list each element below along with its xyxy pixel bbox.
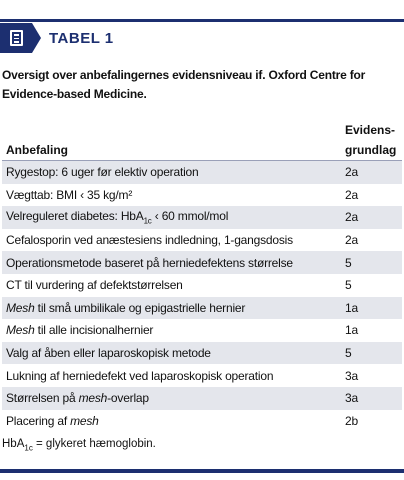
table-row: Valg af åben eller laparoskopisk metode 5 xyxy=(2,341,402,365)
table-row: Placering af mesh 2b xyxy=(2,410,402,433)
table-body: Rygestop: 6 uger før elektiv operation 2a… xyxy=(2,161,402,432)
table-row: Størrelsen på mesh-overlap 3a xyxy=(2,386,402,410)
table-row: Mesh til alle incisionalhernier 1a xyxy=(2,319,402,342)
cell-text-post: til små umbilikale og epigastrielle hern… xyxy=(34,300,246,315)
column-header-evidence-line1: Evidens- xyxy=(345,123,396,137)
cell-text-pre: Lukning af herniedefekt ved laparoskopis… xyxy=(6,368,274,383)
table-caption: Oversigt over anbefalingernes evidensniv… xyxy=(2,68,366,101)
evidence-cell: 2a xyxy=(345,233,358,248)
cell-text-post: -overlap xyxy=(107,391,149,406)
table-row: Operationsmetode baseret på herniedefekt… xyxy=(2,251,402,274)
evidence-cell: 2a xyxy=(345,187,358,202)
recommendation-cell: Cefalosporin ved anæstesiens indledning,… xyxy=(2,233,345,247)
evidence-cell: 2a xyxy=(345,210,358,225)
table-footnote: HbA1c = glykeret hæmoglobin. xyxy=(2,438,156,452)
evidence-cell: 3a xyxy=(345,368,358,383)
table-row: Mesh til små umbilikale og epigastrielle… xyxy=(2,296,402,320)
cell-text-pre: Størrelsen på xyxy=(6,391,79,406)
cell-text-em: Mesh xyxy=(6,300,35,315)
footnote-pre: HbA xyxy=(2,438,25,450)
footnote-sub: 1c xyxy=(24,443,33,453)
table-row: CT til vurdering af defektstørrelsen 5 xyxy=(2,274,402,297)
bottom-rule xyxy=(0,469,404,473)
table-row: Cefalosporin ved anæstesiens indledning,… xyxy=(2,229,402,252)
cell-text-pre: Velreguleret diabetes: HbA xyxy=(6,209,144,224)
evidence-cell: 3a xyxy=(345,391,358,406)
recommendation-cell: Valg af åben eller laparoskopisk metode xyxy=(2,346,345,360)
cell-text-pre: Valg af åben eller laparoskopisk metode xyxy=(6,346,211,361)
document-list-icon xyxy=(9,30,23,46)
header-rule xyxy=(2,160,402,161)
evidence-cell: 5 xyxy=(345,346,352,361)
cell-text-pre: Vægttab: BMI ‹ 35 kg/m² xyxy=(6,187,133,202)
table-row: Lukning af herniedefekt ved laparoskopis… xyxy=(2,364,402,387)
recommendation-cell: Mesh til alle incisionalhernier xyxy=(2,323,345,337)
table-badge xyxy=(0,23,41,53)
cell-text-pre: CT til vurdering af defektstørrelsen xyxy=(6,278,183,293)
cell-text-post: til alle incisionalhernier xyxy=(34,323,154,338)
evidence-cell: 2b xyxy=(345,413,358,428)
recommendation-cell: Lukning af herniedefekt ved laparoskopis… xyxy=(2,369,345,383)
recommendation-cell: Placering af mesh xyxy=(2,414,345,428)
cell-text-em: Mesh xyxy=(6,323,35,338)
cell-text-pre: Rygestop: 6 uger før elektiv operation xyxy=(6,165,199,180)
recommendation-cell: Velreguleret diabetes: HbA1c ‹ 60 mmol/m… xyxy=(2,209,345,225)
recommendation-cell: Operationsmetode baseret på herniedefekt… xyxy=(2,256,345,270)
recommendation-cell: Rygestop: 6 uger før elektiv operation xyxy=(2,165,345,179)
cell-text-pre: Cefalosporin ved anæstesiens indledning,… xyxy=(6,233,293,248)
evidence-cell: 1a xyxy=(345,323,358,338)
recommendation-cell: Mesh til små umbilikale og epigastrielle… xyxy=(2,301,345,315)
column-header-recommendation: Anbefaling xyxy=(6,143,68,157)
recommendation-cell: CT til vurdering af defektstørrelsen xyxy=(2,278,345,292)
column-header-evidence: Evidens- grundlag xyxy=(345,120,401,160)
cell-text-pre: Placering af xyxy=(6,413,71,428)
top-rule xyxy=(0,19,404,22)
recommendation-cell: Størrelsen på mesh-overlap xyxy=(2,391,345,405)
evidence-cell: 2a xyxy=(345,165,358,180)
recommendation-cell: Vægttab: BMI ‹ 35 kg/m² xyxy=(2,188,345,202)
cell-text-pre: Operationsmetode baseret på herniedefekt… xyxy=(6,255,293,270)
footnote-post: = glykeret hæmoglobin. xyxy=(32,438,156,450)
cell-text-post: ‹ 60 mmol/mol xyxy=(151,209,229,224)
table-header: TABEL 1 xyxy=(0,22,404,54)
evidence-cell: 1a xyxy=(345,300,358,315)
table-row: Rygestop: 6 uger før elektiv operation 2a xyxy=(2,161,402,184)
cell-text-em: mesh xyxy=(70,413,99,428)
table-row: Velreguleret diabetes: HbA1c ‹ 60 mmol/m… xyxy=(2,206,402,229)
cell-text-em: mesh xyxy=(78,391,108,406)
table-label: TABEL 1 xyxy=(49,29,114,47)
column-header-evidence-line2: grundlag xyxy=(345,143,397,157)
evidence-cell: 5 xyxy=(345,255,352,270)
evidence-cell: 5 xyxy=(345,278,352,293)
table-row: Vægttab: BMI ‹ 35 kg/m² 2a xyxy=(2,184,402,207)
cell-text-sub: 1c xyxy=(143,216,152,226)
